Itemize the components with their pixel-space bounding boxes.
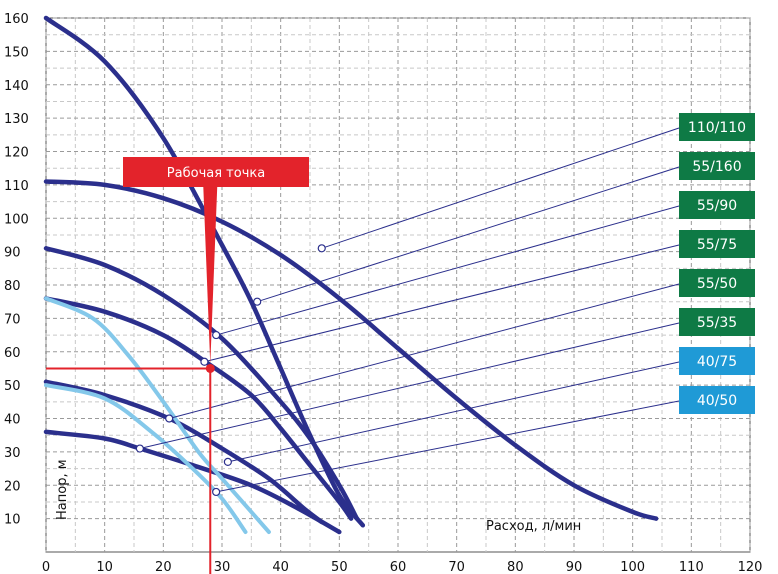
legend-item: 55/50 bbox=[679, 269, 755, 297]
callout-box bbox=[123, 157, 309, 187]
y-tick-label: 70 bbox=[4, 312, 21, 327]
x-tick-label: 60 bbox=[390, 560, 407, 574]
legend: 110/110 55/160 55/90 55/75 55/50 55/35 40/75 40… bbox=[679, 113, 755, 414]
legend-label: 55/90 bbox=[697, 198, 737, 214]
legend-badge bbox=[679, 347, 755, 375]
callout-label: Рабочая точка bbox=[167, 166, 265, 181]
y-tick-label: 150 bbox=[4, 45, 29, 60]
pump-curve bbox=[44, 296, 271, 534]
operating-point-dot bbox=[205, 363, 215, 373]
y-tick-label: 40 bbox=[4, 413, 21, 428]
leader-line bbox=[139, 322, 680, 450]
leader-line bbox=[169, 283, 680, 419]
legend-item: 55/90 bbox=[679, 191, 755, 219]
y-tick-label: 100 bbox=[4, 212, 29, 227]
axis-ticks: 0 10 20 30 40 50 60 70 80 90 100 110 120 10 20 30 40 50 60… bbox=[4, 12, 762, 574]
leader-line bbox=[321, 127, 680, 249]
x-tick-label: 90 bbox=[566, 560, 583, 574]
legend-item: 55/35 bbox=[679, 308, 755, 336]
leader-line bbox=[227, 361, 680, 463]
legend-label: 40/50 bbox=[697, 393, 737, 409]
curve-marker bbox=[135, 444, 144, 453]
y-tick-label: 80 bbox=[4, 279, 21, 294]
legend-badge bbox=[679, 191, 755, 219]
x-tick-label: 120 bbox=[738, 560, 763, 574]
x-tick-label: 110 bbox=[679, 560, 704, 574]
curve-marker bbox=[200, 357, 209, 366]
operating-point-group: Рабочая точка bbox=[46, 157, 309, 574]
y-tick-label: 90 bbox=[4, 246, 21, 261]
legend-badge bbox=[679, 386, 755, 414]
y-tick-label: 60 bbox=[4, 346, 21, 361]
pump-curves bbox=[43, 15, 659, 535]
y-tick-label: 20 bbox=[4, 479, 21, 494]
x-axis-label: Расход, л/мин bbox=[486, 519, 581, 534]
x-tick-label: 30 bbox=[214, 560, 231, 574]
y-tick-label: 50 bbox=[4, 379, 21, 394]
x-tick-label: 50 bbox=[331, 560, 348, 574]
curve-marker bbox=[223, 457, 232, 466]
y-tick-label: 140 bbox=[4, 79, 29, 94]
x-tick-label: 0 bbox=[42, 560, 50, 574]
legend-badge bbox=[679, 308, 755, 336]
curve-marker bbox=[212, 330, 221, 340]
legend-item: 110/110 bbox=[679, 113, 755, 141]
curve-markers bbox=[135, 244, 326, 497]
x-tick-label: 10 bbox=[96, 560, 113, 574]
legend-item: 40/50 bbox=[679, 386, 755, 414]
y-tick-label: 160 bbox=[4, 12, 29, 27]
leader-line bbox=[216, 400, 680, 493]
x-tick-label: 40 bbox=[272, 560, 289, 574]
legend-label: 40/75 bbox=[697, 354, 737, 370]
y-axis-label: Напор, м bbox=[55, 459, 70, 520]
curve-marker bbox=[165, 414, 174, 423]
pump-curve bbox=[44, 383, 248, 534]
legend-badge bbox=[679, 269, 755, 297]
curve-marker bbox=[212, 487, 221, 497]
callout-pointer bbox=[203, 186, 218, 365]
pump-curve bbox=[43, 15, 366, 528]
legend-label: 55/160 bbox=[692, 159, 741, 175]
leader-line bbox=[257, 166, 680, 303]
x-tick-label: 70 bbox=[448, 560, 465, 574]
legend-badge bbox=[679, 113, 755, 141]
leader-line bbox=[204, 244, 680, 363]
grid-lines bbox=[45, 17, 751, 553]
legend-label: 55/35 bbox=[697, 315, 737, 331]
leader-lines bbox=[139, 127, 680, 493]
curve-marker bbox=[317, 244, 326, 253]
legend-badge bbox=[679, 230, 755, 258]
x-tick-label: 20 bbox=[155, 560, 172, 574]
x-tick-label: 80 bbox=[507, 560, 524, 574]
legend-label: 55/50 bbox=[697, 276, 737, 292]
y-tick-label: 10 bbox=[4, 513, 21, 528]
legend-item: 55/75 bbox=[679, 230, 755, 258]
pump-curve bbox=[43, 296, 354, 521]
legend-item: 40/75 bbox=[679, 347, 755, 375]
pump-curve bbox=[43, 429, 342, 535]
curve-marker bbox=[253, 297, 262, 306]
y-tick-label: 110 bbox=[4, 179, 29, 194]
legend-badge bbox=[679, 152, 755, 180]
leader-line bbox=[215, 205, 680, 336]
pump-curve bbox=[43, 179, 659, 521]
y-tick-label: 130 bbox=[4, 112, 29, 127]
pump-curve bbox=[43, 246, 360, 521]
legend-label: 55/75 bbox=[697, 237, 737, 253]
x-tick-label: 100 bbox=[620, 560, 645, 574]
y-tick-label: 120 bbox=[4, 146, 29, 161]
y-tick-label: 30 bbox=[4, 446, 21, 461]
legend-label: 110/110 bbox=[688, 120, 746, 136]
legend-item: 55/160 bbox=[679, 152, 755, 180]
pump-curve bbox=[43, 379, 324, 525]
